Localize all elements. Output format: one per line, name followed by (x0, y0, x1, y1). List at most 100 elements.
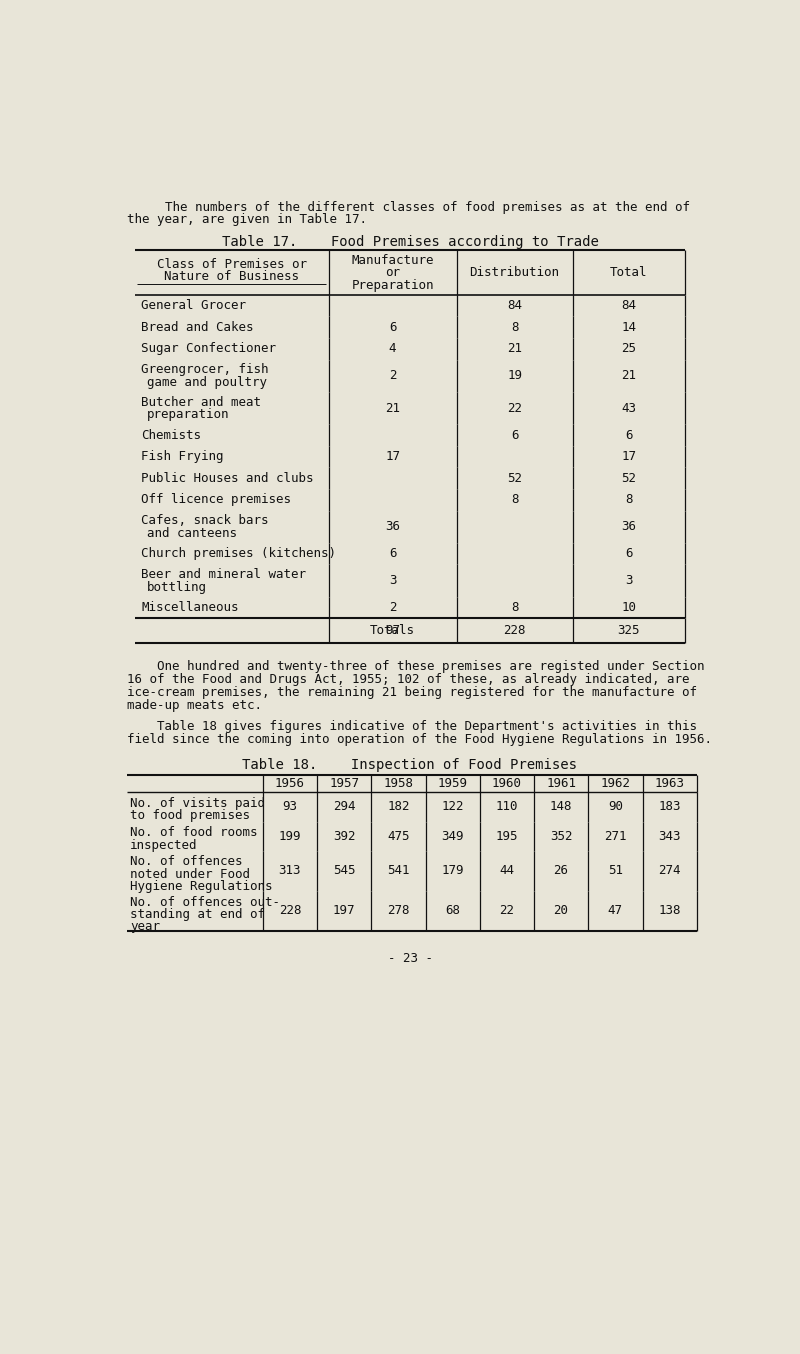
Text: the year, are given in Table 17.: the year, are given in Table 17. (127, 214, 367, 226)
Text: 294: 294 (333, 800, 355, 814)
Text: Public Houses and clubs: Public Houses and clubs (141, 471, 314, 485)
Text: Preparation: Preparation (351, 279, 434, 291)
Text: Beer and mineral water: Beer and mineral water (141, 569, 306, 581)
Text: 21: 21 (622, 370, 637, 382)
Text: 148: 148 (550, 800, 572, 814)
Text: 6: 6 (389, 321, 396, 333)
Text: 43: 43 (622, 402, 637, 414)
Text: 122: 122 (442, 800, 464, 814)
Text: 8: 8 (511, 493, 518, 506)
Text: 26: 26 (554, 864, 569, 877)
Text: 352: 352 (550, 830, 572, 842)
Text: Distribution: Distribution (470, 267, 560, 279)
Text: 274: 274 (658, 864, 681, 877)
Text: 90: 90 (608, 800, 623, 814)
Text: 21: 21 (507, 343, 522, 355)
Text: preparation: preparation (147, 408, 230, 421)
Text: 179: 179 (442, 864, 464, 877)
Text: 17: 17 (385, 450, 400, 463)
Text: 2: 2 (389, 601, 396, 615)
Text: 25: 25 (622, 343, 637, 355)
Text: 1957: 1957 (329, 777, 359, 791)
Text: 138: 138 (658, 904, 681, 918)
Text: 22: 22 (499, 904, 514, 918)
Text: 14: 14 (622, 321, 637, 333)
Text: 195: 195 (496, 830, 518, 842)
Text: 199: 199 (278, 830, 301, 842)
Text: Table 18.    Inspection of Food Premises: Table 18. Inspection of Food Premises (242, 758, 578, 773)
Text: 1962: 1962 (600, 777, 630, 791)
Text: 228: 228 (503, 624, 526, 638)
Text: 47: 47 (608, 904, 623, 918)
Text: Fish Frying: Fish Frying (141, 450, 223, 463)
Text: 1963: 1963 (654, 777, 685, 791)
Text: 19: 19 (507, 370, 522, 382)
Text: 6: 6 (625, 429, 633, 441)
Text: 2: 2 (389, 370, 396, 382)
Text: 3: 3 (389, 574, 396, 588)
Text: or: or (385, 267, 400, 279)
Text: No. of offences: No. of offences (130, 856, 242, 868)
Text: 1958: 1958 (383, 777, 414, 791)
Text: 97: 97 (385, 624, 400, 638)
Text: 6: 6 (625, 547, 633, 561)
Text: Table 18 gives figures indicative of the Department's activities in this: Table 18 gives figures indicative of the… (127, 720, 697, 733)
Text: Church premises (kitchens): Church premises (kitchens) (141, 547, 336, 561)
Text: 8: 8 (511, 601, 518, 615)
Text: No. of offences out-: No. of offences out- (130, 895, 280, 909)
Text: The numbers of the different classes of food premises as at the end of: The numbers of the different classes of … (135, 200, 690, 214)
Text: 1959: 1959 (438, 777, 468, 791)
Text: to food premises: to food premises (130, 810, 250, 822)
Text: 16 of the Food and Drugs Act, 1955; 102 of these, as already indicated, are: 16 of the Food and Drugs Act, 1955; 102 … (127, 673, 690, 686)
Text: 93: 93 (282, 800, 298, 814)
Text: ice-cream premises, the remaining 21 being registered for the manufacture of: ice-cream premises, the remaining 21 bei… (127, 686, 697, 699)
Text: 8: 8 (625, 493, 633, 506)
Text: 182: 182 (387, 800, 410, 814)
Text: Off licence premises: Off licence premises (141, 493, 291, 506)
Text: Miscellaneous: Miscellaneous (141, 601, 238, 615)
Text: 541: 541 (387, 864, 410, 877)
Text: 17: 17 (622, 450, 637, 463)
Text: field since the coming into operation of the Food Hygiene Regulations in 1956.: field since the coming into operation of… (127, 733, 712, 746)
Text: 392: 392 (333, 830, 355, 842)
Text: Class of Premises or: Class of Premises or (157, 259, 306, 271)
Text: No. of food rooms: No. of food rooms (130, 826, 258, 839)
Text: 349: 349 (442, 830, 464, 842)
Text: 36: 36 (622, 520, 637, 533)
Text: game and poultry: game and poultry (147, 376, 267, 389)
Text: 10: 10 (622, 601, 637, 615)
Text: General Grocer: General Grocer (141, 299, 246, 313)
Text: Nature of Business: Nature of Business (164, 271, 299, 283)
Text: 343: 343 (658, 830, 681, 842)
Text: 84: 84 (622, 299, 637, 313)
Text: 20: 20 (554, 904, 569, 918)
Text: Cafes, snack bars: Cafes, snack bars (141, 515, 269, 527)
Text: 197: 197 (333, 904, 355, 918)
Text: 8: 8 (511, 321, 518, 333)
Text: bottling: bottling (147, 581, 207, 593)
Text: Totals: Totals (370, 624, 415, 638)
Text: 22: 22 (507, 402, 522, 414)
Text: 68: 68 (445, 904, 460, 918)
Text: No. of visits paid: No. of visits paid (130, 798, 266, 810)
Text: 228: 228 (278, 904, 301, 918)
Text: 3: 3 (625, 574, 633, 588)
Text: standing at end of: standing at end of (130, 907, 266, 921)
Text: 6: 6 (511, 429, 518, 441)
Text: 21: 21 (385, 402, 400, 414)
Text: 545: 545 (333, 864, 355, 877)
Text: 313: 313 (278, 864, 301, 877)
Text: 4: 4 (389, 343, 396, 355)
Text: 52: 52 (622, 471, 637, 485)
Text: Total: Total (610, 267, 648, 279)
Text: One hundred and twenty-three of these premises are registed under Section: One hundred and twenty-three of these pr… (127, 659, 705, 673)
Text: 1961: 1961 (546, 777, 576, 791)
Text: year: year (130, 921, 160, 933)
Text: noted under Food: noted under Food (130, 868, 250, 881)
Text: and canteens: and canteens (147, 527, 238, 540)
Text: 36: 36 (385, 520, 400, 533)
Text: 52: 52 (507, 471, 522, 485)
Text: 271: 271 (604, 830, 626, 842)
Text: 1960: 1960 (492, 777, 522, 791)
Text: 183: 183 (658, 800, 681, 814)
